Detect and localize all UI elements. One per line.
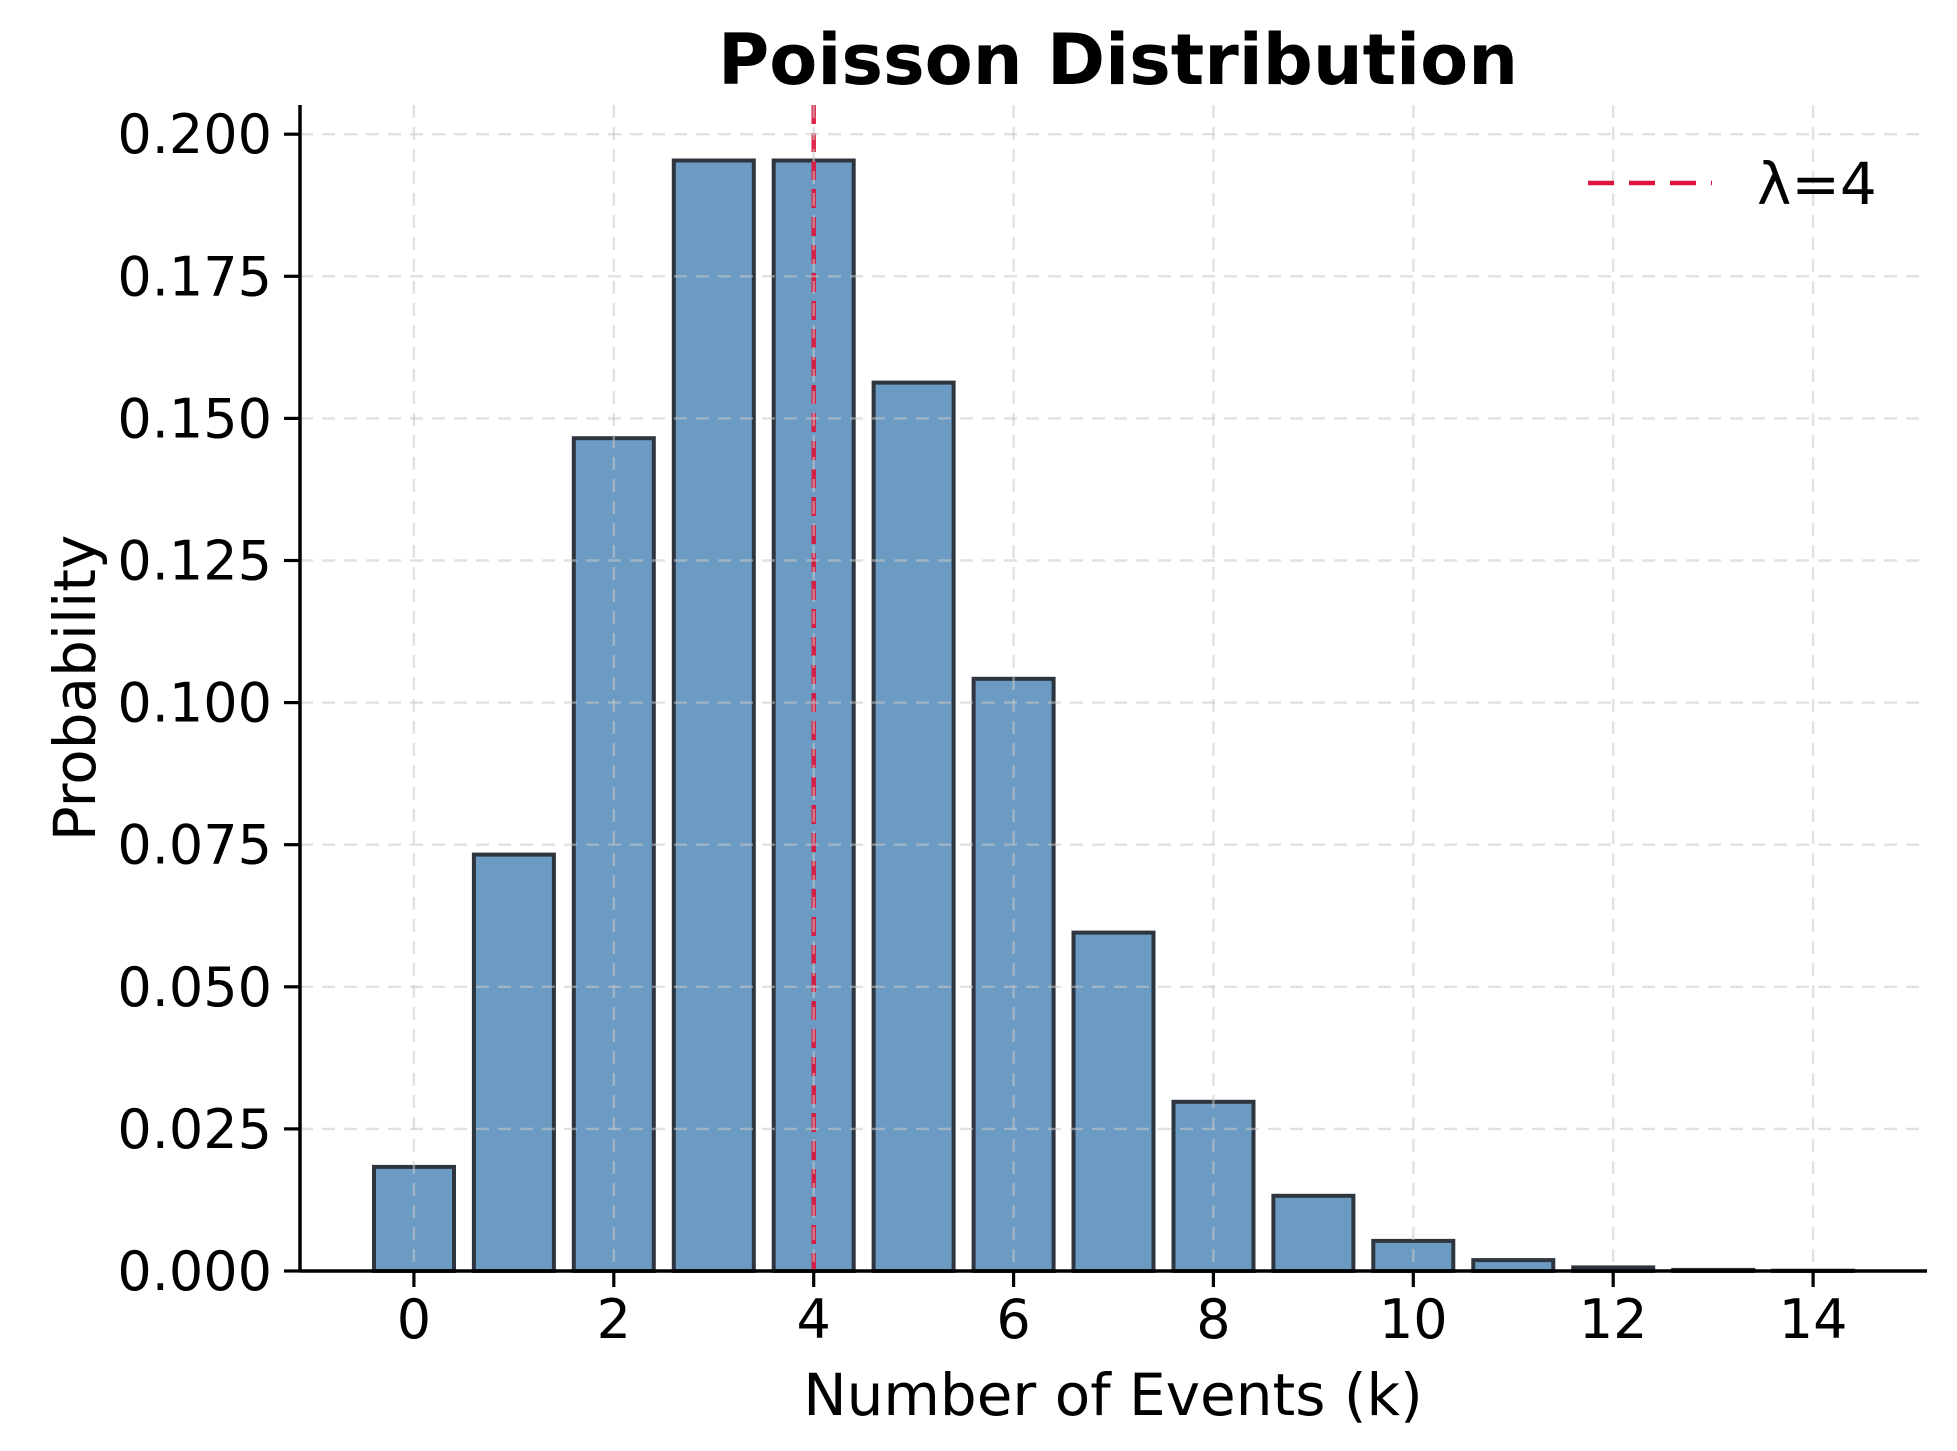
x-tick-label: 8 [1196,1288,1230,1351]
legend-label: λ=4 [1757,150,1877,218]
x-tick-label: 4 [797,1288,831,1351]
y-axis-label: Probability [41,535,109,842]
bar-k-9 [1271,1193,1356,1274]
y-tick-label: 0.050 [117,956,272,1019]
y-tick-label: 0.175 [117,245,272,308]
chart-title: Poisson Distribution [718,19,1518,101]
bar-k-1 [471,852,556,1273]
x-tick-label: 6 [996,1288,1030,1351]
y-tick-label: 0.200 [117,103,272,166]
axes-spines-layer [284,105,1927,1287]
x-axis-label: Number of Events (k) [803,1361,1422,1429]
x-tick-label: 10 [1379,1288,1448,1351]
x-tick-label: 2 [597,1288,631,1351]
x-tick-label: 0 [397,1288,431,1351]
y-tick-label: 0.025 [117,1098,272,1161]
y-tick-label: 0.125 [117,530,272,593]
y-tick-label: 0.075 [117,814,272,877]
y-tick-label: 0.000 [117,1240,272,1303]
y-tick-labels: 0.000 0.025 0.050 0.075 0.100 0.125 0.150 0.175… [117,103,272,1303]
bar-k-3 [671,158,756,1273]
x-tick-label: 12 [1579,1288,1648,1351]
legend: λ=4 [1588,150,1877,218]
x-tick-label: 14 [1779,1288,1848,1351]
x-tick-labels: 0 2 4 6 8 10 12 14 [397,1288,1848,1351]
bar-k-7 [1071,930,1156,1273]
y-tick-label: 0.100 [117,672,272,735]
y-tick-label: 0.150 [117,387,272,450]
bar-k-5 [871,380,956,1274]
bars-layer [372,158,1856,1274]
